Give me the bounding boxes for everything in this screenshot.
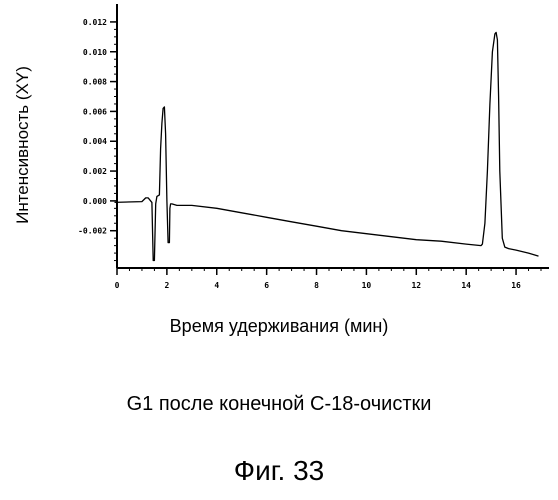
tick-labels: 0.012 0.010 0.008 0.006 0.004 0.002 0.000 -0.00…	[78, 18, 521, 290]
series-group	[114, 31, 539, 262]
chromatogram-chart: 0.012 0.010 0.008 0.006 0.004 0.002 0.000 -0.00…	[78, 4, 549, 290]
y-axis-label: Интенсивность (XY)	[8, 30, 38, 260]
series-line	[114, 31, 539, 262]
x-tick-label: 8	[314, 281, 319, 290]
y-tick-label: 0.012	[83, 18, 107, 27]
tick-marks	[110, 21, 542, 275]
x-tick-label: 14	[461, 281, 471, 290]
figure-caption: G1 после конечной С-18-очистки	[126, 393, 432, 415]
figure-number: Фиг. 33	[233, 455, 325, 486]
x-tick-label: 2	[164, 281, 169, 290]
x-tick-label: 0	[115, 281, 120, 290]
y-tick-label: 0.002	[83, 167, 107, 176]
y-tick-label: -0.002	[78, 227, 107, 236]
x-tick-label: 10	[362, 281, 372, 290]
chart-axes	[116, 4, 549, 269]
y-tick-label: 0.004	[83, 137, 107, 146]
y-tick-label: 0.000	[83, 197, 107, 206]
x-tick-label: 4	[214, 281, 219, 290]
y-tick-label: 0.010	[83, 48, 107, 57]
x-tick-label: 6	[264, 281, 269, 290]
y-axis-label-text: Интенсивность (XY)	[13, 66, 32, 224]
x-axis-label: Время удерживания (мин)	[169, 316, 389, 336]
y-tick-label: 0.008	[83, 78, 107, 87]
x-tick-label: 16	[511, 281, 521, 290]
x-tick-label: 12	[411, 281, 421, 290]
y-tick-label: 0.006	[83, 107, 107, 116]
